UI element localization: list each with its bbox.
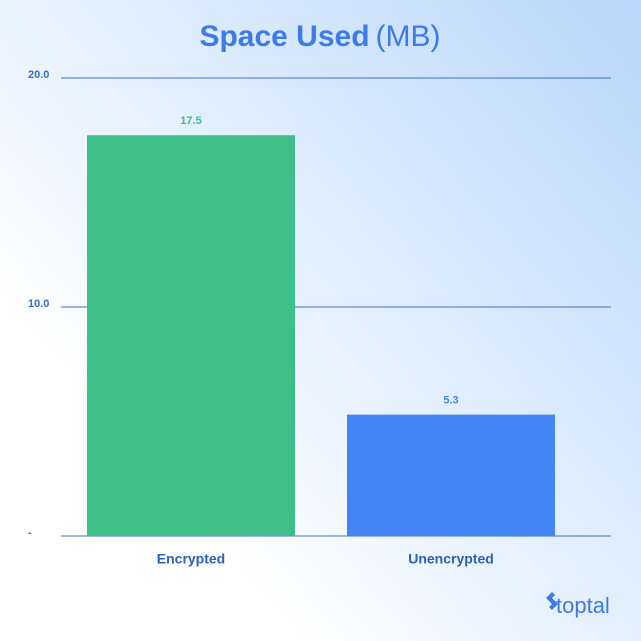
logo: toptal: [546, 592, 610, 618]
logo-icon: [546, 592, 558, 610]
x-tick-label: Unencrypted: [408, 551, 494, 567]
value-label: 5.3: [443, 395, 458, 407]
y-tick-label: 20.0: [28, 69, 49, 81]
value-label: 17.5: [180, 115, 201, 127]
y-tick-label: -: [28, 527, 32, 539]
chart-title: Space Used (MB): [199, 20, 440, 53]
title-unit: (MB): [376, 20, 441, 53]
bar: [87, 135, 295, 536]
x-tick-label: Encrypted: [157, 551, 225, 567]
y-tick-label: 10.0: [28, 298, 49, 310]
logo-text: toptal: [556, 593, 610, 618]
bar: [347, 414, 555, 536]
title-main: Space Used: [199, 20, 369, 53]
